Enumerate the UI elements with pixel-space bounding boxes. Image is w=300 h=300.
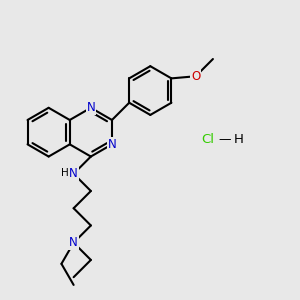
Text: N: N [69, 236, 78, 249]
Text: Cl: Cl [202, 133, 214, 146]
Text: H: H [61, 168, 69, 178]
Text: O: O [191, 70, 200, 83]
Text: —: — [218, 133, 231, 146]
Text: H: H [234, 133, 244, 146]
Text: N: N [69, 167, 78, 180]
Text: N: N [108, 138, 116, 151]
Text: N: N [86, 101, 95, 114]
